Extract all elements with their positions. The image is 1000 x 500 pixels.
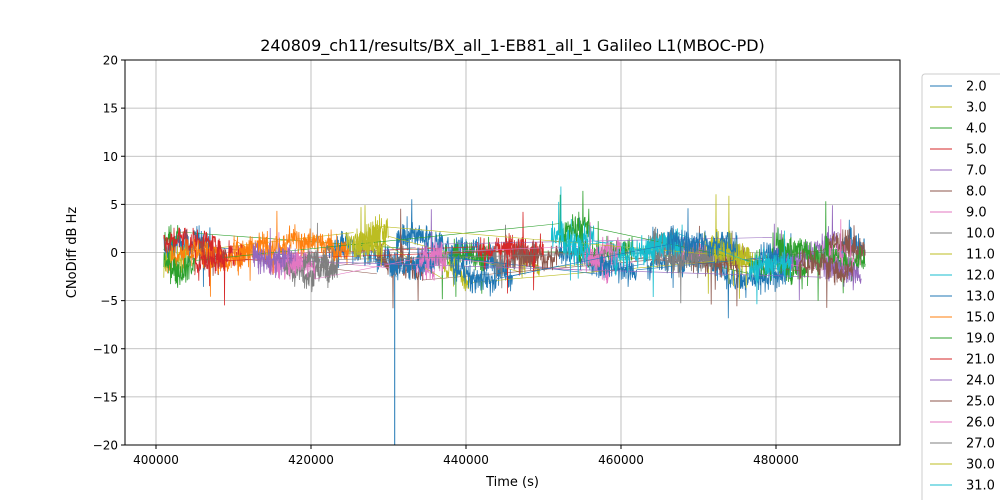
y-tick-label: 10 [103, 150, 118, 164]
series-segment [419, 241, 447, 276]
series-33.0 [450, 225, 738, 297]
series-connector [589, 241, 614, 245]
legend-label: 2.0 [966, 80, 987, 95]
legend-entry: 26.0 [930, 416, 995, 431]
series-segment [163, 251, 196, 288]
legend-entry: 13.0 [930, 290, 995, 305]
x-tick-label: 420000 [288, 453, 334, 467]
legend-label: 8.0 [966, 185, 987, 200]
legend-label: 21.0 [966, 353, 995, 368]
legend-entry: 31.0 [930, 479, 995, 494]
y-tick-label: 0 [110, 246, 118, 260]
legend-label: 11.0 [966, 248, 995, 263]
series-connector [295, 260, 823, 278]
legend-label: 31.0 [966, 479, 995, 494]
y-tick-label: 15 [103, 102, 118, 116]
legend-entry: 3.0 [930, 101, 987, 116]
legend-entry: 21.0 [930, 353, 995, 368]
legend-entry: 2.0 [930, 80, 987, 95]
legend-label: 3.0 [966, 101, 987, 116]
legend-label: 12.0 [966, 269, 995, 284]
legend-entry: 9.0 [930, 206, 987, 221]
series-segment [252, 227, 296, 276]
legend-entry: 4.0 [930, 122, 987, 137]
legend-entry: 27.0 [930, 437, 995, 452]
legend-label: 4.0 [966, 122, 987, 137]
legend-label: 25.0 [966, 395, 995, 410]
legend-entry: 19.0 [930, 332, 995, 347]
y-tick-label: −15 [93, 390, 118, 404]
x-tick-label: 400000 [133, 453, 179, 467]
series-15.0 [167, 210, 351, 297]
series-segment [798, 249, 854, 308]
x-axis-label: Time (s) [485, 475, 539, 490]
x-tick-label: 460000 [598, 453, 644, 467]
x-tick-label: 480000 [753, 453, 799, 467]
legend-entry: 8.0 [930, 185, 987, 200]
series-segment [302, 228, 351, 266]
series-segment [612, 232, 676, 298]
y-tick-label: −5 [100, 294, 118, 308]
series-24.0 [252, 227, 862, 291]
legend-label: 26.0 [966, 416, 995, 431]
legend-entry: 24.0 [930, 374, 995, 389]
series-connector [434, 255, 598, 275]
legend-entry: 15.0 [930, 311, 995, 326]
axis-ticks: 400000 420000 440000 460000 480000 −20 −15 −10 −… [93, 54, 799, 468]
series-connector [496, 244, 668, 279]
series-segment [194, 243, 227, 306]
series-segment [345, 207, 382, 259]
legend-label: 7.0 [966, 164, 987, 179]
chart-title: 240809_ch11/results/BX_all_1-EB81_all_1 … [260, 36, 765, 56]
series-segment [667, 225, 738, 261]
legend-entry: 25.0 [930, 395, 995, 410]
legend-label: 24.0 [966, 374, 995, 389]
series-segment [302, 246, 339, 283]
y-tick-label: 5 [110, 198, 118, 212]
legend-label: 15.0 [966, 311, 995, 326]
legend-entry: 5.0 [930, 143, 987, 158]
series-segment [585, 222, 622, 270]
plot-series [163, 186, 866, 445]
legend: 2.0 3.0 4.0 5.0 7.0 8.0 9.0 10.0 11.0 12.0 13.0 15.… [921, 73, 1000, 500]
series-segment [775, 201, 866, 301]
series-segment [450, 245, 498, 297]
y-axis-label: CNoDiff dB Hz [65, 207, 80, 299]
legend-label: 27.0 [966, 437, 995, 452]
legend-label: 30.0 [966, 458, 995, 473]
series-segment [748, 230, 792, 305]
y-tick-label: −20 [93, 439, 118, 453]
legend-entry: 7.0 [930, 164, 987, 179]
legend-entry: 30.0 [930, 458, 995, 473]
legend-label: 5.0 [966, 143, 987, 158]
x-tick-label: 440000 [443, 453, 489, 467]
y-tick-label: −10 [93, 342, 118, 356]
series-segment [597, 246, 637, 287]
series-connector [446, 245, 587, 252]
legend-entry: 10.0 [930, 227, 995, 242]
series-2.0 [163, 199, 866, 445]
legend-entry: 12.0 [930, 269, 995, 284]
series-connector [338, 252, 653, 260]
legend-entry: 11.0 [930, 248, 995, 263]
legend-label: 19.0 [966, 332, 995, 347]
legend-label: 10.0 [966, 227, 995, 242]
series-segment [163, 227, 223, 287]
series-segment [651, 226, 699, 304]
series-27.0 [302, 226, 699, 304]
series-segment [558, 186, 591, 279]
y-tick-label: 20 [103, 54, 118, 68]
legend-label: 13.0 [966, 290, 995, 305]
series-segment [822, 249, 862, 291]
legend-label: 9.0 [966, 206, 987, 221]
legend-frame [921, 73, 1000, 500]
